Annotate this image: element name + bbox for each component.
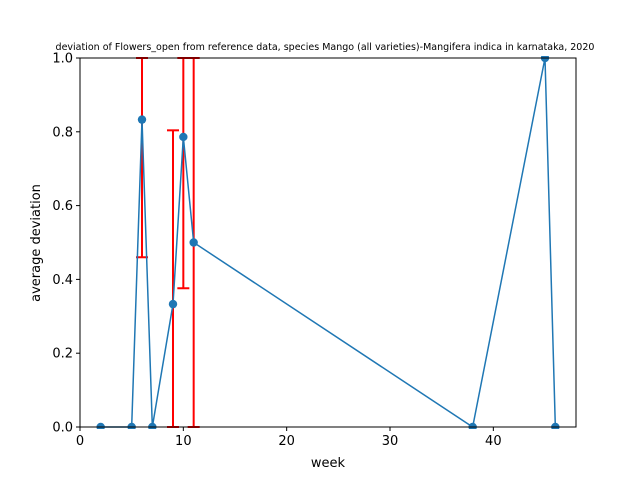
data-point	[168, 299, 178, 309]
x-axis-label: week	[311, 456, 346, 471]
axes-frame	[79, 57, 577, 428]
x-tick-label: 10	[175, 434, 192, 449]
y-tick-label: 0.8	[52, 125, 73, 140]
x-tick-label: 30	[382, 434, 399, 449]
x-tick-label: 0	[76, 434, 84, 449]
y-tick-label: 1.0	[52, 52, 73, 67]
y-tick-label: 0.2	[52, 347, 73, 362]
y-tick-label: 0.4	[52, 273, 73, 288]
x-tick-label: 40	[485, 434, 502, 449]
series-line-0	[100, 57, 557, 429]
data-point	[179, 132, 188, 142]
x-tick-label: 20	[278, 434, 295, 449]
data-point	[137, 115, 147, 124]
y-axis-label: average deviation	[29, 184, 44, 302]
y-tick-label: 0.6	[52, 199, 73, 214]
y-tick-label: 0.0	[52, 421, 73, 436]
chart-title: deviation of Flowers_open from reference…	[56, 42, 595, 53]
data-point	[189, 238, 198, 247]
